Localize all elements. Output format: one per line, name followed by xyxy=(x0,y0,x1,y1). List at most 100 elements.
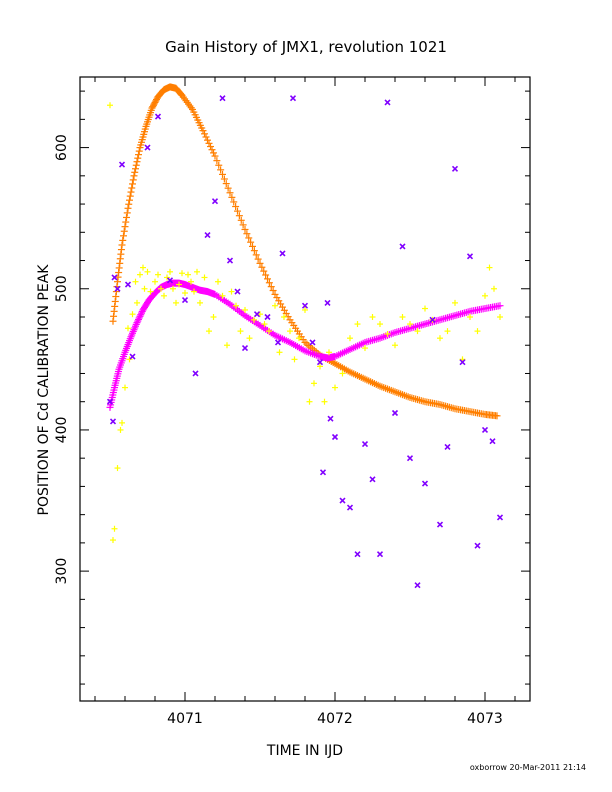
data-point xyxy=(144,268,151,275)
data-point xyxy=(302,306,308,313)
data-point xyxy=(267,283,275,291)
data-point xyxy=(224,184,232,192)
data-point xyxy=(219,170,226,178)
data-point xyxy=(114,285,121,292)
series-2 xyxy=(107,102,503,544)
data-point xyxy=(369,476,376,483)
data-point xyxy=(242,306,248,313)
data-point xyxy=(132,161,140,169)
data-point xyxy=(279,250,286,257)
data-point xyxy=(219,292,226,299)
data-point xyxy=(444,328,451,335)
data-point xyxy=(247,238,255,246)
data-point xyxy=(482,292,488,299)
data-point xyxy=(347,335,353,342)
data-point xyxy=(134,299,140,306)
data-point xyxy=(326,349,332,356)
data-point xyxy=(230,198,238,206)
data-point xyxy=(251,316,257,323)
data-point xyxy=(135,314,143,322)
data-point xyxy=(122,384,128,391)
data-point xyxy=(135,147,143,155)
x-tick-label: 4071 xyxy=(167,711,203,727)
data-point xyxy=(414,582,421,589)
data-point xyxy=(205,139,213,147)
data-point xyxy=(114,465,121,472)
data-point xyxy=(129,176,137,184)
data-point xyxy=(321,398,328,405)
data-point xyxy=(109,418,117,425)
data-point xyxy=(141,285,148,292)
data-point xyxy=(166,277,174,284)
data-point xyxy=(173,299,179,306)
data-point xyxy=(243,230,251,238)
data-point xyxy=(233,302,239,309)
data-point xyxy=(369,314,376,320)
data-point xyxy=(197,299,203,306)
data-point xyxy=(252,251,260,259)
data-point xyxy=(421,480,429,487)
plot-area: 4071 4072 4073 300 400 500 600 xyxy=(54,76,531,727)
data-point xyxy=(140,264,146,271)
data-point xyxy=(289,95,297,102)
data-point xyxy=(188,278,194,285)
data-point xyxy=(131,168,139,176)
data-point xyxy=(206,328,212,335)
data-point xyxy=(191,288,197,295)
x-tick-label: 4072 xyxy=(317,711,353,727)
data-point xyxy=(132,278,139,285)
data-point xyxy=(194,268,200,275)
data-point xyxy=(354,551,361,558)
data-point xyxy=(152,278,158,285)
data-point xyxy=(124,204,132,212)
data-point xyxy=(228,288,235,295)
data-point xyxy=(202,133,210,141)
data-point xyxy=(311,380,317,387)
series-0 xyxy=(109,83,501,420)
data-point xyxy=(134,154,142,162)
data-point xyxy=(118,161,126,168)
data-point xyxy=(119,236,127,244)
data-point xyxy=(138,309,145,317)
data-point xyxy=(155,271,161,278)
data-point xyxy=(123,209,131,217)
data-point xyxy=(266,328,272,335)
data-point xyxy=(287,328,293,335)
data-point xyxy=(179,270,185,277)
data-point xyxy=(129,353,136,360)
data-point xyxy=(258,263,266,271)
data-point xyxy=(215,161,223,169)
data-point xyxy=(491,285,497,292)
data-point xyxy=(406,455,414,462)
data-point xyxy=(306,398,313,405)
data-point xyxy=(167,268,173,275)
x-axis-label: TIME IN IJD xyxy=(266,743,343,759)
data-point xyxy=(493,412,501,420)
data-point xyxy=(474,328,481,335)
data-point xyxy=(207,143,214,151)
data-point xyxy=(211,198,219,205)
data-point xyxy=(213,157,221,165)
data-point xyxy=(376,551,384,558)
data-point xyxy=(208,146,216,154)
data-point xyxy=(264,313,271,321)
series-3 xyxy=(106,95,504,589)
data-marks xyxy=(106,83,504,589)
data-point xyxy=(486,264,493,271)
data-point xyxy=(234,288,241,295)
data-point xyxy=(399,243,406,250)
data-point xyxy=(346,504,354,511)
data-point xyxy=(158,285,164,292)
data-point xyxy=(261,321,268,328)
data-point xyxy=(154,113,162,120)
data-point xyxy=(241,344,249,352)
data-point xyxy=(226,189,234,197)
y-tick-label: 300 xyxy=(54,558,70,585)
data-point xyxy=(384,330,391,337)
data-point xyxy=(459,359,466,366)
data-point xyxy=(125,325,131,332)
data-point xyxy=(201,130,208,138)
data-point xyxy=(339,370,346,377)
data-point xyxy=(444,443,451,450)
